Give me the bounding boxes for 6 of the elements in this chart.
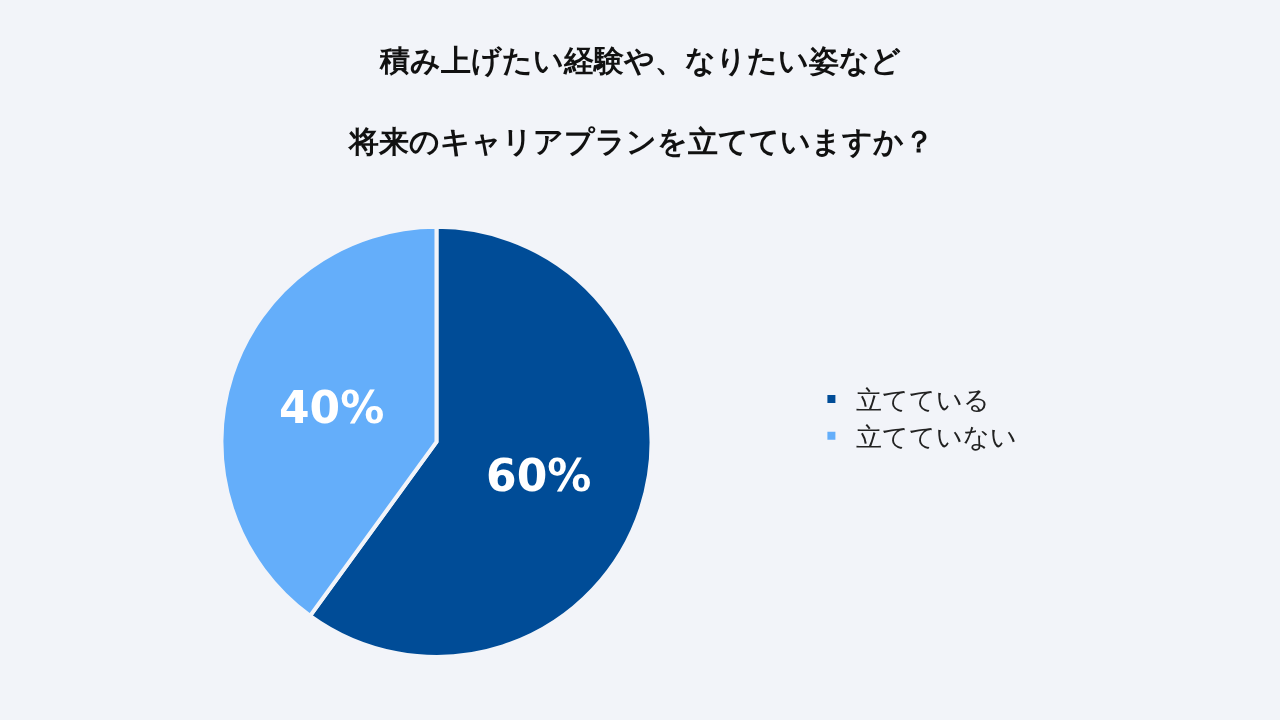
- legend-label: 立てていない: [856, 421, 1018, 452]
- chart-title: 積み上げたい経験や、なりたい姿など: [378, 43, 901, 79]
- data-label: 60%: [486, 449, 592, 501]
- legend-label: 立てている: [856, 385, 991, 416]
- data-label: 40%: [278, 382, 385, 434]
- chart-subtitle: 将来のキャリアプランを立てていますか？: [347, 124, 934, 159]
